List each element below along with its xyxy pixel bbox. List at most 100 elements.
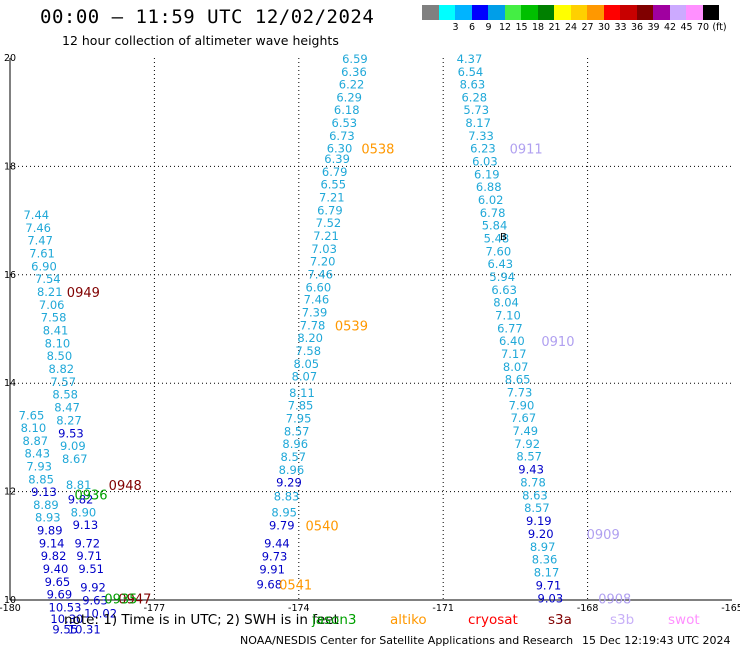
wave-height-value: 9.73	[262, 550, 288, 564]
wave-height-value: 6.63	[491, 283, 517, 297]
wave-height-value: 8.50	[47, 349, 73, 363]
footer-credit: NOAA/NESDIS Center for Satellite Applica…	[240, 634, 574, 647]
wave-height-value: 8.81	[66, 478, 92, 492]
wave-height-value: 9.44	[264, 537, 290, 551]
wave-height-value: 8.57	[524, 501, 550, 515]
wave-height-value: 9.03	[538, 591, 564, 605]
wave-height-value: 7.46	[25, 221, 51, 235]
latitude-tick-label: 14	[4, 378, 16, 389]
satellite-pass-label: 0538	[361, 143, 394, 158]
satellite-pass-label: 0908	[598, 592, 631, 607]
wave-height-value: 6.23	[470, 142, 496, 156]
wave-height-value: 8.96	[282, 437, 308, 451]
wave-height-value: 7.46	[304, 293, 330, 307]
wave-height-value: 6.29	[336, 91, 362, 105]
legend-swatch	[438, 5, 455, 20]
wave-height-value: 6.19	[474, 168, 500, 182]
wave-height-value: 9.53	[58, 427, 84, 441]
legend-swatch	[455, 5, 472, 20]
legend-label: 27	[581, 22, 594, 33]
wave-height-value: 6.88	[476, 180, 502, 194]
wave-height-value: 9.13	[73, 518, 99, 532]
wave-height-value: 9.82	[41, 549, 67, 563]
wave-height-value: 7.93	[26, 460, 52, 474]
wave-height-value: 9.79	[269, 519, 295, 533]
satellite-pass-label: 0540	[306, 520, 339, 535]
wave-height-value: 6.28	[461, 91, 487, 105]
legend-label: 24	[564, 22, 578, 33]
wave-height-value: 8.17	[465, 116, 491, 130]
wave-height-value: 6.55	[320, 177, 346, 191]
wave-height-value: 7.21	[313, 229, 339, 243]
wave-height-value: 8.07	[503, 360, 529, 374]
legend-swatch	[537, 5, 554, 20]
wave-height-value: 8.21	[37, 285, 63, 299]
wave-height-value: 7.95	[286, 411, 312, 425]
wave-height-value: 7.10	[495, 308, 521, 322]
wave-height-value: 5.94	[489, 270, 515, 284]
wave-height-value: 8.85	[28, 473, 54, 487]
legend-swatch	[471, 5, 488, 20]
satellite-name-cryosat: cryosat	[468, 612, 518, 628]
legend-label: 30	[597, 22, 611, 33]
legend-swatch	[587, 5, 604, 20]
wave-height-value: 6.02	[478, 193, 504, 207]
wave-height-value: 8.90	[71, 506, 97, 520]
satellite-pass-label: 0909	[587, 528, 620, 543]
legend-swatch	[620, 5, 637, 20]
wave-height-value: 6.36	[341, 65, 367, 79]
wave-height-value: 4.37	[457, 52, 483, 66]
wave-height-value: 7.61	[29, 247, 55, 261]
wave-height-value: 9.20	[528, 527, 554, 541]
wave-height-value: 9.55	[52, 622, 78, 636]
legend-swatch	[554, 5, 571, 20]
latitude-tick-label: 16	[4, 270, 16, 281]
satellite-name-s3a: s3a	[548, 612, 572, 628]
wave-height-value: 7.21	[319, 190, 345, 204]
wave-height-value: 7.47	[27, 234, 53, 248]
wave-height-value: 8.87	[23, 434, 49, 448]
wave-height-value: 8.58	[52, 388, 78, 402]
wave-height-value: 7.52	[316, 216, 342, 230]
satellite-name-swot: swot	[668, 612, 700, 628]
satellite-pass-label: 0910	[541, 335, 574, 350]
wave-height-value: 8.07	[292, 370, 318, 384]
wave-height-value: 8.43	[24, 447, 50, 461]
wave-height-value: 9.13	[31, 485, 57, 499]
wave-height-value: 7.78	[300, 319, 326, 333]
wave-height-value: 9.14	[39, 537, 65, 551]
wave-height-value: 8.27	[56, 414, 82, 428]
legend-label: 18	[531, 22, 545, 33]
legend-label: (ft)	[712, 22, 727, 33]
buoy-marker: B	[500, 232, 507, 243]
wave-height-value: 6.22	[339, 78, 365, 92]
longitude-tick-label: -180	[0, 603, 21, 614]
wave-height-value: 9.68	[256, 577, 282, 591]
legend-label: 39	[647, 22, 660, 33]
wave-height-value: 7.46	[307, 267, 333, 281]
wave-height-value: 10.30	[50, 612, 83, 626]
legend-label: 33	[614, 22, 627, 33]
wave-height-value: 7.90	[509, 398, 535, 412]
wave-height-value: 6.03	[472, 155, 498, 169]
wave-height-value: 9.40	[43, 562, 69, 576]
wave-height-value: 8.36	[532, 552, 558, 566]
map-grid	[10, 58, 732, 600]
longitude-tick-label: -165	[721, 603, 740, 614]
legend-swatch	[422, 5, 439, 20]
page-title: 00:00 — 11:59 UTC 12/02/2024	[40, 6, 375, 28]
legend-label: 36	[630, 22, 644, 33]
wave-height-value: 8.57	[281, 450, 307, 464]
latitude-tick-label: 10	[4, 595, 16, 606]
wave-height-value: 9.92	[80, 581, 106, 595]
wave-height-value: 10.53	[49, 601, 82, 615]
legend-label: 42	[663, 22, 677, 33]
wave-height-value: 8.67	[62, 452, 88, 466]
wave-height-value: 5.73	[463, 103, 489, 117]
legend-swatch	[702, 5, 719, 20]
legend-swatch	[636, 5, 653, 20]
wave-height-value: 7.57	[50, 375, 76, 389]
satellite-name-jason3: jason3	[312, 612, 357, 628]
legend-label: 3	[452, 22, 459, 33]
